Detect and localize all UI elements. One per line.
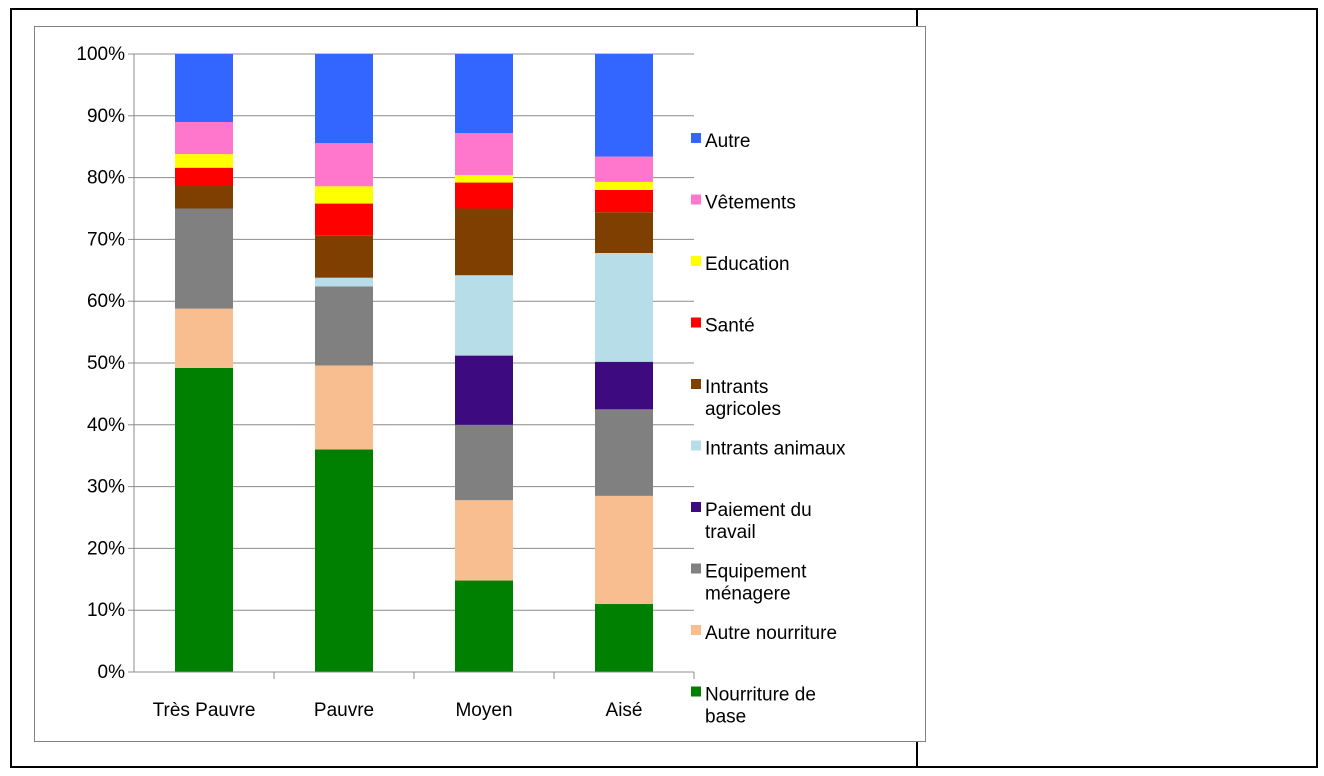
legend-label-line: Education — [705, 254, 790, 275]
y-tick-label: 60% — [87, 291, 125, 312]
legend-label-line: Intrants — [705, 377, 768, 398]
bar-intrants-agricoles-moyen — [455, 208, 513, 276]
legend-label-paiement-du-travail: Paiement du travail — [705, 500, 812, 543]
x-tick-label: Moyen — [455, 700, 512, 721]
bar-sante-aise — [595, 189, 653, 213]
bar-vetements-aise — [595, 156, 653, 182]
y-tick-label: 70% — [87, 229, 125, 250]
bar-autre-nourriture-tres-pauvre — [175, 308, 233, 368]
bar-sante-moyen — [455, 182, 513, 209]
bar-vetements-pauvre — [315, 142, 373, 187]
bar-education-aise — [595, 181, 653, 190]
legend-label-line: Autre nourriture — [705, 623, 837, 644]
legend-label-line: Paiement du — [705, 500, 812, 521]
y-tick-label: 0% — [98, 662, 126, 683]
y-tick-label: 100% — [76, 44, 125, 65]
legend-swatch-equipement-menagere — [691, 563, 701, 574]
bar-paiement-du-travail-aise — [595, 361, 653, 410]
bar-equipement-menagere-tres-pauvre — [175, 208, 233, 309]
bar-education-tres-pauvre — [175, 154, 233, 168]
legend-label-line: Autre — [705, 131, 750, 152]
bar-sante-pauvre — [315, 203, 373, 236]
bar-equipement-menagere-pauvre — [315, 286, 373, 366]
bar-autre-nourriture-pauvre — [315, 365, 373, 450]
bar-intrants-agricoles-tres-pauvre — [175, 185, 233, 209]
legend-label-line: Intrants animaux — [705, 439, 846, 460]
bar-sante-tres-pauvre — [175, 167, 233, 186]
y-tick-label: 80% — [87, 168, 125, 189]
bar-autre-tres-pauvre — [175, 54, 233, 122]
legend-label-line: Equipement — [705, 562, 807, 583]
legend-label-line: ménagere — [705, 584, 791, 605]
bars — [175, 54, 653, 672]
legend-label-vetements: Vêtements — [705, 193, 796, 214]
y-tick-label: 90% — [87, 106, 125, 127]
bar-nourriture-de-base-aise — [595, 604, 653, 672]
legend-label-nourriture-de-base: Nourriture de base — [705, 685, 816, 728]
legend-label-line: base — [705, 707, 746, 728]
bar-vetements-tres-pauvre — [175, 121, 233, 155]
legend-swatch-autre — [691, 133, 701, 143]
x-tick-label: Très Pauvre — [153, 700, 256, 721]
x-tick-label: Aisé — [606, 700, 643, 721]
y-tick-label: 10% — [87, 600, 125, 621]
bar-education-moyen — [455, 175, 513, 183]
document-table — [10, 8, 1318, 768]
legend-swatch-nourriture-de-base — [691, 686, 701, 697]
y-tick-label: 40% — [87, 415, 125, 436]
bar-nourriture-de-base-tres-pauvre — [175, 367, 233, 672]
bar-autre-pauvre — [315, 54, 373, 143]
bar-education-pauvre — [315, 186, 373, 204]
bar-autre-aise — [595, 54, 653, 157]
legend-label-line: Vêtements — [705, 193, 796, 214]
legend-label-intrants-agricoles: Intrants agricoles — [705, 377, 781, 420]
legend-swatch-intrants-animaux — [691, 440, 701, 451]
bar-nourriture-de-base-moyen — [455, 580, 513, 672]
y-tick-label: 30% — [87, 477, 125, 498]
bar-nourriture-de-base-pauvre — [315, 449, 373, 672]
bar-vetements-moyen — [455, 133, 513, 176]
bar-intrants-animaux-aise — [595, 252, 653, 362]
y-tick-label: 50% — [87, 353, 125, 374]
legend-swatch-sante — [691, 317, 701, 328]
x-tick-label: Pauvre — [314, 700, 374, 721]
bar-autre-moyen — [455, 54, 513, 134]
legend-label-education: Education — [705, 254, 790, 275]
legend-label-line: travail — [705, 522, 756, 543]
legend-swatch-education — [691, 256, 701, 266]
legend-label-equipement-menagere: Equipement ménagere — [705, 562, 807, 605]
legend-label-intrants-animaux: Intrants animaux — [705, 439, 846, 460]
bar-intrants-agricoles-pauvre — [315, 235, 373, 278]
bar-autre-nourriture-aise — [595, 495, 653, 605]
bar-intrants-animaux-moyen — [455, 275, 513, 356]
legend-swatch-paiement-du-travail — [691, 502, 701, 512]
stacked-bar-chart: 0% 10% 20% 30% 40% 50% 60% 70% 80% 90% 100% Très Pa… — [76, 44, 846, 728]
bar-intrants-agricoles-aise — [595, 212, 653, 253]
legend-label-autre: Autre — [705, 131, 750, 152]
legend-label-sante: Santé — [705, 316, 755, 337]
legend-label-line: Nourriture de — [705, 685, 816, 706]
legend: Autre Vêtements Education Santé Intrants agri… — [691, 131, 846, 728]
bar-paiement-du-travail-moyen — [455, 355, 513, 425]
legend-swatch-autre-nourriture — [691, 625, 701, 635]
legend-swatch-vetements — [691, 194, 701, 205]
bar-intrants-animaux-pauvre — [315, 277, 373, 287]
bar-autre-nourriture-moyen — [455, 500, 513, 581]
legend-swatch-intrants-agricoles — [691, 379, 701, 389]
axes: 0% 10% 20% 30% 40% 50% 60% 70% 80% 90% 100% Très Pa… — [76, 44, 695, 721]
bar-equipement-menagere-aise — [595, 409, 653, 496]
legend-label-autre-nourriture: Autre nourriture — [705, 623, 837, 644]
y-tick-label: 20% — [87, 538, 125, 559]
legend-label-line: agricoles — [705, 399, 781, 420]
legend-label-line: Santé — [705, 316, 755, 337]
bar-equipement-menagere-moyen — [455, 424, 513, 501]
chart-frame: 0% 10% 20% 30% 40% 50% 60% 70% 80% 90% 100% Très Pa… — [34, 26, 926, 742]
